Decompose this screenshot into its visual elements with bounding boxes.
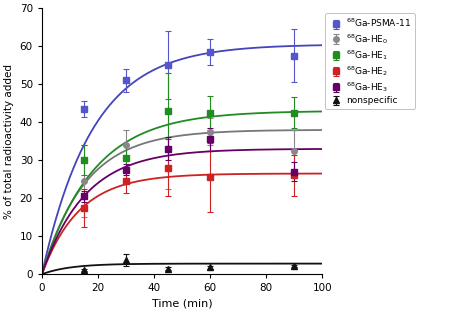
Y-axis label: % of total radioactivity added: % of total radioactivity added bbox=[4, 64, 14, 219]
Legend: $^{68}$Ga-PSMA-11, $^{68}$Ga-HE$_0$, $^{68}$Ga-HE$_1$, $^{68}$Ga-HE$_2$, $^{68}$: $^{68}$Ga-PSMA-11, $^{68}$Ga-HE$_0$, $^{… bbox=[325, 13, 415, 109]
X-axis label: Time (min): Time (min) bbox=[152, 299, 212, 309]
